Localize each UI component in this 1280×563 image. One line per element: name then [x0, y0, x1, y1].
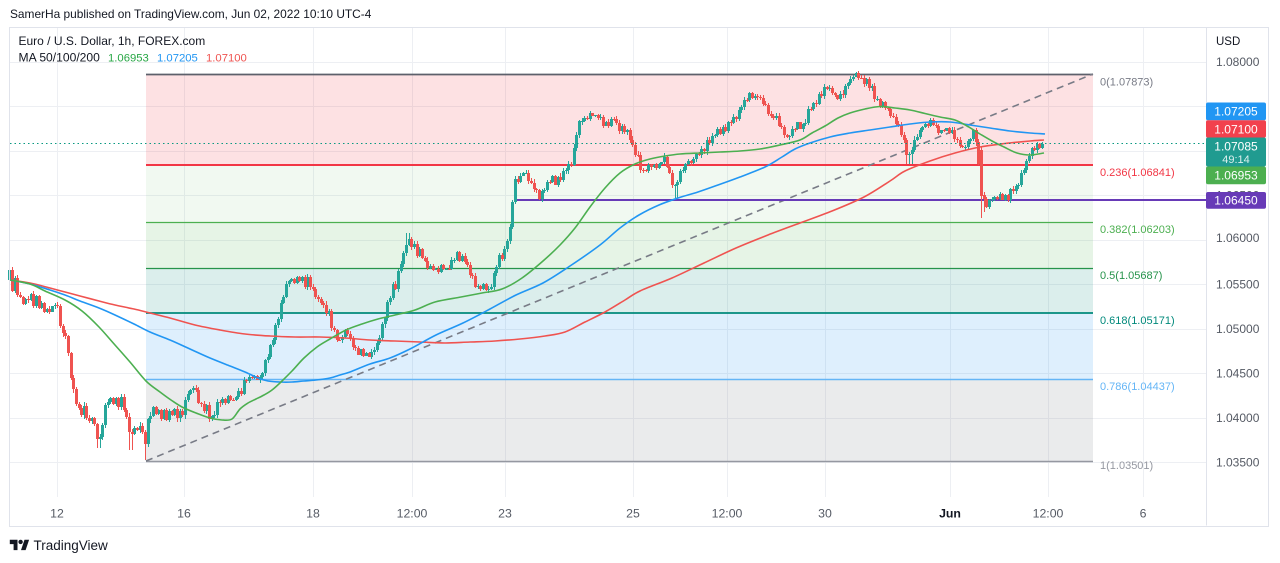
svg-text:12: 12: [50, 507, 64, 521]
svg-text:12:00: 12:00: [712, 507, 743, 521]
svg-text:1.06953: 1.06953: [1214, 169, 1258, 183]
svg-text:1.07100: 1.07100: [1214, 122, 1258, 136]
svg-text:0.236(1.06841): 0.236(1.06841): [1100, 167, 1175, 179]
svg-text:1.06000: 1.06000: [1216, 231, 1260, 245]
svg-text:0.618(1.05171): 0.618(1.05171): [1100, 315, 1175, 327]
svg-text:Jun: Jun: [939, 507, 961, 521]
svg-text:0.382(1.06203): 0.382(1.06203): [1100, 224, 1175, 236]
svg-text:1.08000: 1.08000: [1216, 55, 1260, 69]
svg-text:1.05500: 1.05500: [1216, 278, 1260, 292]
svg-text:0.786(1.04437): 0.786(1.04437): [1100, 381, 1175, 393]
svg-text:USD: USD: [1216, 36, 1240, 48]
svg-text:MA 50/100/200: MA 50/100/200: [19, 51, 101, 65]
svg-text:Euro / U.S. Dollar, 1h, FOREX.: Euro / U.S. Dollar, 1h, FOREX.com: [19, 34, 206, 48]
svg-text:12:00: 12:00: [397, 507, 428, 521]
svg-text:SamerHa published on TradingVi: SamerHa published on TradingView.com, Ju…: [10, 7, 372, 21]
svg-text:0(1.07873): 0(1.07873): [1100, 77, 1153, 89]
svg-text:18: 18: [306, 507, 320, 521]
svg-text:1.04500: 1.04500: [1216, 367, 1260, 381]
svg-text:1.07100: 1.07100: [206, 53, 247, 65]
svg-text:30: 30: [818, 507, 832, 521]
svg-text:1.06450: 1.06450: [1214, 194, 1258, 208]
svg-text:0.5(1.05687): 0.5(1.05687): [1100, 270, 1162, 282]
svg-text:1.07205: 1.07205: [157, 53, 198, 65]
svg-text:TradingView: TradingView: [34, 538, 109, 553]
svg-text:1.04000: 1.04000: [1216, 411, 1260, 425]
svg-text:1.03500: 1.03500: [1216, 456, 1260, 470]
svg-text:25: 25: [626, 507, 640, 521]
svg-text:1(1.03501): 1(1.03501): [1100, 460, 1153, 472]
svg-text:1.06953: 1.06953: [108, 53, 149, 65]
svg-text:6: 6: [1140, 507, 1147, 521]
svg-text:1.05000: 1.05000: [1216, 322, 1260, 336]
svg-text:12:00: 12:00: [1033, 507, 1064, 521]
svg-text:23: 23: [498, 507, 512, 521]
svg-text:1.07085: 1.07085: [1214, 139, 1258, 153]
svg-text:16: 16: [177, 507, 191, 521]
svg-text:49:14: 49:14: [1222, 154, 1250, 166]
svg-text:1.07205: 1.07205: [1214, 105, 1258, 119]
